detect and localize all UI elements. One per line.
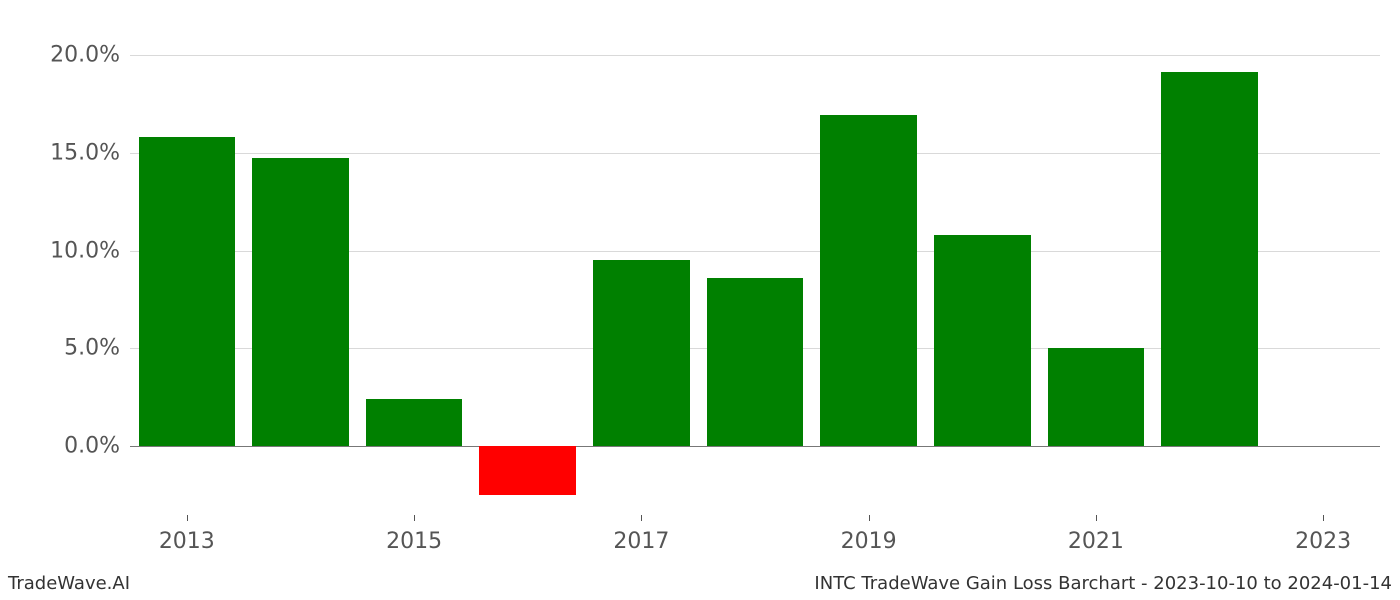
x-tick-mark [414, 515, 415, 521]
bar [820, 115, 917, 446]
zero-line [130, 446, 1380, 447]
y-tick-label: 0.0% [20, 434, 120, 459]
y-tick-label: 10.0% [20, 238, 120, 263]
gridline [130, 55, 1380, 56]
x-tick-mark [187, 515, 188, 521]
gain-loss-barchart: TradeWave.AI INTC TradeWave Gain Loss Ba… [0, 0, 1400, 600]
x-tick-mark [1096, 515, 1097, 521]
x-tick-label: 2015 [386, 529, 442, 554]
bar [252, 158, 349, 446]
x-tick-label: 2021 [1068, 529, 1124, 554]
bar [366, 399, 463, 446]
x-tick-label: 2019 [841, 529, 897, 554]
bar [707, 278, 804, 446]
x-tick-mark [641, 515, 642, 521]
y-tick-label: 20.0% [20, 42, 120, 67]
bar [479, 446, 576, 495]
plot-area [130, 35, 1380, 515]
y-tick-label: 5.0% [20, 336, 120, 361]
x-tick-mark [1323, 515, 1324, 521]
x-tick-label: 2023 [1295, 529, 1351, 554]
bar [593, 260, 690, 446]
x-tick-label: 2013 [159, 529, 215, 554]
bar [139, 137, 236, 447]
y-tick-label: 15.0% [20, 140, 120, 165]
bar [1048, 348, 1145, 446]
chart-caption: INTC TradeWave Gain Loss Barchart - 2023… [814, 573, 1392, 594]
footer-branding: TradeWave.AI [8, 573, 130, 594]
x-tick-label: 2017 [613, 529, 669, 554]
bar [1161, 72, 1258, 446]
bar [934, 235, 1031, 447]
x-tick-mark [869, 515, 870, 521]
